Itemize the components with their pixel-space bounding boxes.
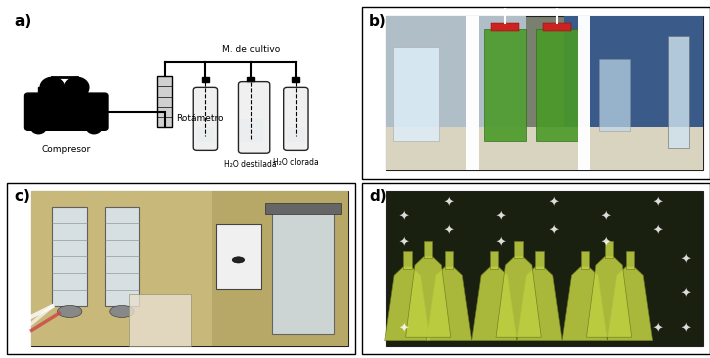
Circle shape (40, 77, 65, 97)
Bar (293, 77, 300, 82)
Circle shape (87, 121, 102, 134)
Text: ✦: ✦ (601, 211, 611, 223)
Text: a): a) (14, 14, 31, 29)
Bar (287, 127, 305, 142)
Text: ✦: ✦ (548, 224, 559, 237)
Text: Rotámetro: Rotámetro (176, 114, 224, 124)
Bar (605, 241, 613, 258)
Circle shape (58, 305, 82, 318)
Text: H₂O clorada: H₂O clorada (273, 158, 319, 166)
Bar (247, 77, 254, 82)
Text: b): b) (369, 14, 387, 29)
Bar (578, 16, 590, 170)
Bar (484, 29, 525, 141)
Bar (491, 23, 518, 31)
Text: ✦: ✦ (398, 322, 409, 335)
Bar (31, 191, 212, 346)
Bar (216, 224, 261, 289)
Bar (265, 203, 341, 213)
Polygon shape (517, 267, 562, 341)
FancyBboxPatch shape (24, 93, 108, 130)
Bar (202, 77, 209, 82)
Text: ✦: ✦ (444, 197, 454, 210)
FancyBboxPatch shape (284, 87, 308, 150)
Bar (393, 47, 439, 141)
Bar (386, 127, 703, 170)
FancyBboxPatch shape (193, 87, 217, 150)
Text: M. de cultivo: M. de cultivo (222, 45, 280, 54)
Polygon shape (496, 256, 541, 337)
Bar (129, 294, 192, 346)
Circle shape (31, 121, 46, 134)
Bar (535, 251, 544, 268)
Circle shape (110, 305, 134, 318)
Text: H₂O destilada: H₂O destilada (224, 160, 277, 169)
Bar (239, 119, 263, 142)
Bar (424, 241, 432, 258)
Text: ✦: ✦ (548, 197, 559, 210)
Text: ✦: ✦ (601, 236, 611, 249)
Text: ✦: ✦ (398, 211, 409, 223)
Text: ✦: ✦ (444, 224, 454, 237)
FancyBboxPatch shape (239, 82, 270, 153)
Circle shape (232, 257, 245, 263)
Polygon shape (586, 256, 632, 337)
Bar (212, 191, 348, 346)
Bar (543, 23, 571, 31)
Text: Compresor: Compresor (42, 145, 91, 154)
Text: ✦: ✦ (496, 236, 506, 249)
Bar (668, 37, 689, 148)
Bar (157, 76, 173, 127)
Bar (626, 251, 634, 268)
Bar (271, 210, 334, 334)
Text: ✦: ✦ (680, 253, 691, 266)
Circle shape (65, 77, 89, 97)
Bar (564, 16, 703, 170)
Bar (536, 29, 578, 141)
Bar (197, 127, 214, 142)
Polygon shape (607, 267, 652, 341)
Polygon shape (385, 267, 430, 341)
Bar (466, 16, 479, 170)
Polygon shape (405, 256, 451, 337)
Text: ✦: ✦ (652, 224, 663, 237)
Bar (445, 251, 453, 268)
Text: c): c) (14, 189, 30, 204)
Text: ✦: ✦ (398, 236, 409, 249)
Polygon shape (562, 267, 607, 341)
Text: ✦: ✦ (680, 288, 691, 301)
Text: ✦: ✦ (652, 197, 663, 210)
Text: ✦: ✦ (652, 322, 663, 335)
Bar (515, 241, 523, 258)
Text: ✦: ✦ (496, 211, 506, 223)
Polygon shape (471, 267, 517, 341)
Bar (38, 87, 87, 97)
Bar (53, 207, 87, 306)
Bar (104, 207, 139, 306)
Text: d): d) (369, 189, 387, 204)
Bar (490, 251, 498, 268)
Bar (599, 59, 630, 131)
Bar (386, 16, 525, 170)
Bar (581, 251, 589, 268)
Polygon shape (427, 267, 471, 341)
Bar (403, 251, 412, 268)
Text: ✦: ✦ (680, 322, 691, 335)
